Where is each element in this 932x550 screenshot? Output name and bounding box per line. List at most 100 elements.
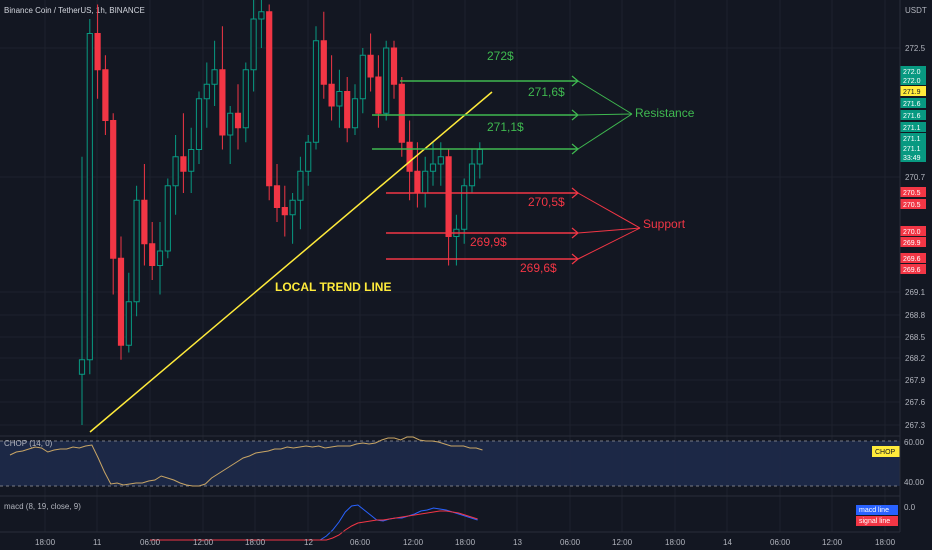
price-tag: 33:49 (903, 155, 921, 162)
candle-body (242, 69, 249, 129)
candle-body (476, 149, 483, 165)
price-tick: 268.2 (905, 354, 926, 363)
macd-legend-bg (856, 505, 898, 515)
price-tag-bg (900, 86, 926, 96)
time-axis: 18:00 11 06:00 12:00 18:00 12 06:00 12:00 18:00 1… (35, 538, 896, 547)
signal-line (150, 510, 478, 541)
time-tick: 18:00 (35, 538, 56, 547)
trend-label: LOCAL TREND LINE (275, 280, 391, 294)
time-tick: 06:00 (140, 538, 161, 547)
chop-band (0, 441, 900, 486)
time-tick: 18:00 (455, 538, 476, 547)
candle-body (273, 185, 281, 208)
price-tick: 267.3 (905, 421, 926, 430)
candles-group (78, 0, 483, 425)
chop-tag: CHOP (875, 449, 896, 456)
price-tick: 272.5 (905, 44, 926, 53)
candle-body (344, 91, 351, 129)
candle-body (351, 98, 359, 129)
candle-body (86, 33, 93, 361)
candle-body (289, 199, 296, 216)
price-tag: 272.0 (903, 78, 921, 85)
price-tag-bg (900, 75, 926, 85)
price-tag: 269.6 (903, 267, 921, 274)
time-tick: 12:00 (612, 538, 633, 547)
candle-body (94, 33, 101, 71)
time-tick: 06:00 (560, 538, 581, 547)
price-tag-bg (900, 237, 926, 247)
candle-body (188, 149, 195, 172)
candle-body (219, 69, 226, 136)
candle-body (281, 207, 288, 216)
price-tag-bg (900, 253, 926, 263)
candle-body (398, 83, 405, 143)
price-tags: 272.0 272.0 271.9 271.6 271.6 271.1 271.1 271.1… (900, 66, 926, 274)
candle-body (468, 163, 476, 187)
price-tick: 269.1 (905, 288, 926, 297)
candle-body (211, 69, 218, 85)
candle-body (164, 185, 171, 252)
signal-legend: signal line (859, 518, 890, 525)
candle-body (195, 98, 203, 150)
macd-tick: 0.0 (904, 503, 916, 512)
price-tag-bg (900, 199, 926, 209)
time-tick: 12 (304, 538, 313, 547)
price-tag: 271.1 (903, 136, 921, 143)
price-tag: 270.5 (903, 190, 921, 197)
chop-tick-40: 40.00 (904, 478, 925, 487)
candle-body (141, 199, 148, 245)
price-axis: 272.5 270.7 269.1 268.8 268.5 268.2 267.9 267.6… (905, 44, 926, 430)
price-tag: 269.9 (903, 240, 921, 247)
price-tag-bg (900, 143, 926, 153)
price-tag-bg (900, 187, 926, 197)
time-tick: 11 (93, 538, 102, 547)
resistance-pointer (577, 113, 633, 150)
price-tag: 271.1 (903, 146, 921, 153)
price-tag: 271.1 (903, 125, 921, 132)
time-tick: 18:00 (245, 538, 266, 547)
candle-body (110, 120, 117, 259)
level-label: 271,6$ (528, 85, 565, 99)
price-tick: 267.6 (905, 398, 926, 407)
level-label: 269,6$ (520, 261, 557, 275)
time-tick: 18:00 (875, 538, 896, 547)
price-tag-bg (900, 226, 926, 236)
price-tag-bg (900, 152, 926, 162)
chart-title: Binance Coin / TetherUS, 1h, BINANCE (4, 6, 145, 15)
candle-body (383, 47, 390, 114)
price-tag-bg (900, 122, 926, 132)
chop-tick-60: 60.00 (904, 438, 925, 447)
candle-body (422, 170, 429, 194)
chop-tag-bg (872, 446, 900, 457)
candle-body (461, 185, 468, 230)
price-tag-bg (900, 264, 926, 274)
price-tag: 271.6 (903, 101, 921, 108)
level-label: 271,1$ (487, 120, 524, 134)
candle-body (117, 257, 125, 346)
candle-body (312, 40, 320, 143)
resistance-label: Resistance (635, 106, 695, 120)
time-tick: 13 (513, 538, 522, 547)
candle-body (149, 243, 156, 266)
signal-legend-bg (856, 516, 898, 526)
support-label: Support (643, 217, 686, 231)
time-tick: 12:00 (193, 538, 214, 547)
candle-body (445, 156, 452, 237)
price-tag: 271.9 (903, 89, 921, 96)
time-tick: 12:00 (403, 538, 424, 547)
price-tag-bg (900, 133, 926, 143)
candle-body (180, 156, 187, 172)
candle-body (429, 163, 437, 172)
price-tick: 268.8 (905, 311, 926, 320)
price-tag-bg (900, 66, 926, 76)
price-tick: 270.7 (905, 173, 926, 182)
support-pointer (577, 227, 641, 260)
price-tick: 267.9 (905, 376, 926, 385)
candle-body (320, 40, 327, 85)
candle-body (359, 54, 366, 100)
candle-body (133, 199, 140, 303)
annotations-layer: LOCAL TREND LINE 272$ 271,6$ 271,1$ 270,5$ 26… (89, 49, 695, 433)
price-tick: 268.5 (905, 333, 926, 342)
candle-body (414, 170, 421, 194)
